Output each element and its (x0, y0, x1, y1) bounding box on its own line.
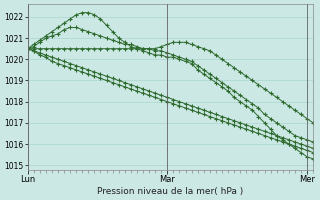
X-axis label: Pression niveau de la mer( hPa ): Pression niveau de la mer( hPa ) (97, 187, 244, 196)
